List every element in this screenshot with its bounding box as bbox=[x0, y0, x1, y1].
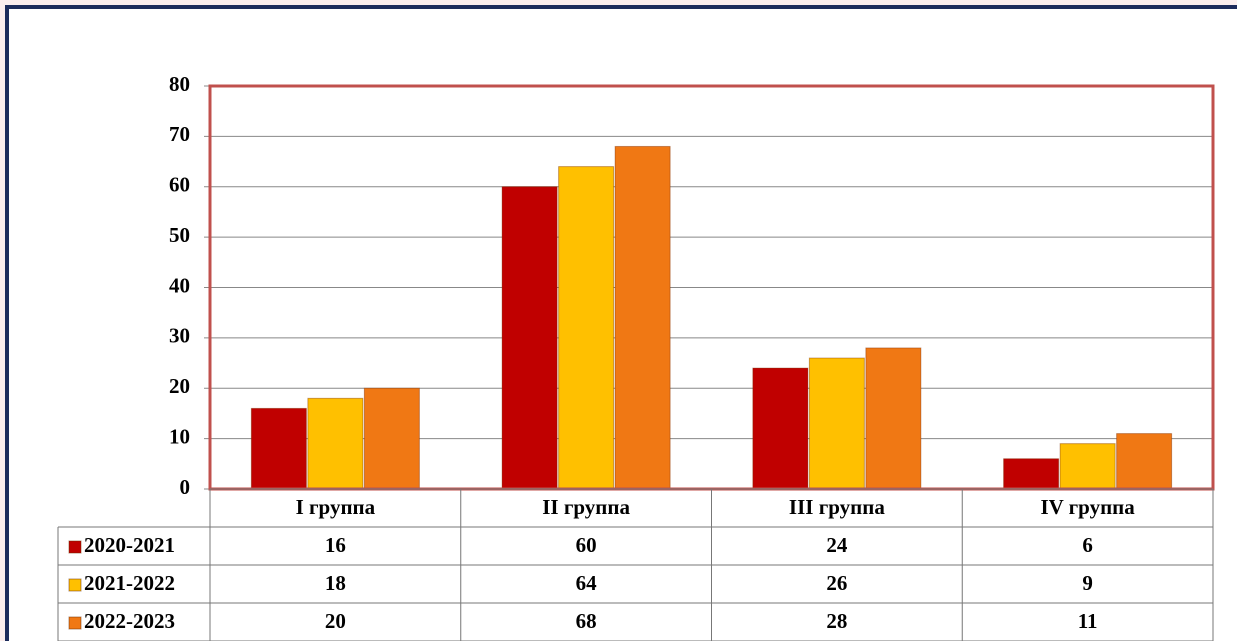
bar-shade bbox=[307, 397, 364, 490]
bar-shade bbox=[250, 407, 307, 490]
legend-label: 2021-2022 bbox=[84, 571, 175, 595]
legend-key bbox=[68, 616, 82, 630]
y-tick-label: 60 bbox=[169, 173, 190, 197]
legend-key bbox=[68, 540, 82, 554]
y-tick-label: 30 bbox=[169, 324, 190, 348]
y-tick-label: 70 bbox=[169, 122, 190, 146]
x-tick-label: III группа bbox=[789, 495, 885, 519]
bar-shade bbox=[752, 367, 809, 490]
x-tick-label: IV группа bbox=[1040, 495, 1135, 519]
bar-shade bbox=[1003, 458, 1060, 490]
bar-shade bbox=[558, 166, 615, 490]
table-value: 26 bbox=[826, 571, 847, 595]
legend-label: 2020-2021 bbox=[84, 533, 175, 557]
x-tick-label: II группа bbox=[542, 495, 630, 519]
table-value: 11 bbox=[1078, 609, 1098, 633]
legend-label: 2022-2023 bbox=[84, 609, 175, 633]
bar-shade bbox=[808, 357, 865, 490]
bar-shade bbox=[1059, 443, 1116, 490]
x-tick-label: I группа bbox=[296, 495, 376, 519]
table-value: 68 bbox=[576, 609, 597, 633]
table-value: 60 bbox=[576, 533, 597, 557]
y-tick-label: 20 bbox=[169, 374, 190, 398]
y-tick-label: 10 bbox=[169, 424, 190, 448]
y-tick-label: 0 bbox=[180, 475, 191, 499]
table-value: 28 bbox=[826, 609, 847, 633]
bar-shade bbox=[363, 387, 420, 490]
legend-key bbox=[68, 578, 82, 592]
table-value: 64 bbox=[576, 571, 598, 595]
table-value: 6 bbox=[1082, 533, 1093, 557]
bar-shade bbox=[865, 347, 922, 490]
y-tick-label: 80 bbox=[169, 72, 190, 96]
bar-shade bbox=[1116, 433, 1173, 490]
table-value: 24 bbox=[826, 533, 848, 557]
table-value: 18 bbox=[325, 571, 346, 595]
y-tick-label: 40 bbox=[169, 273, 190, 297]
y-tick-label: 50 bbox=[169, 223, 190, 247]
table-value: 16 bbox=[325, 533, 346, 557]
table-value: 9 bbox=[1082, 571, 1093, 595]
bar-shade bbox=[501, 186, 558, 490]
bar-shade bbox=[614, 145, 671, 490]
table-value: 20 bbox=[325, 609, 346, 633]
